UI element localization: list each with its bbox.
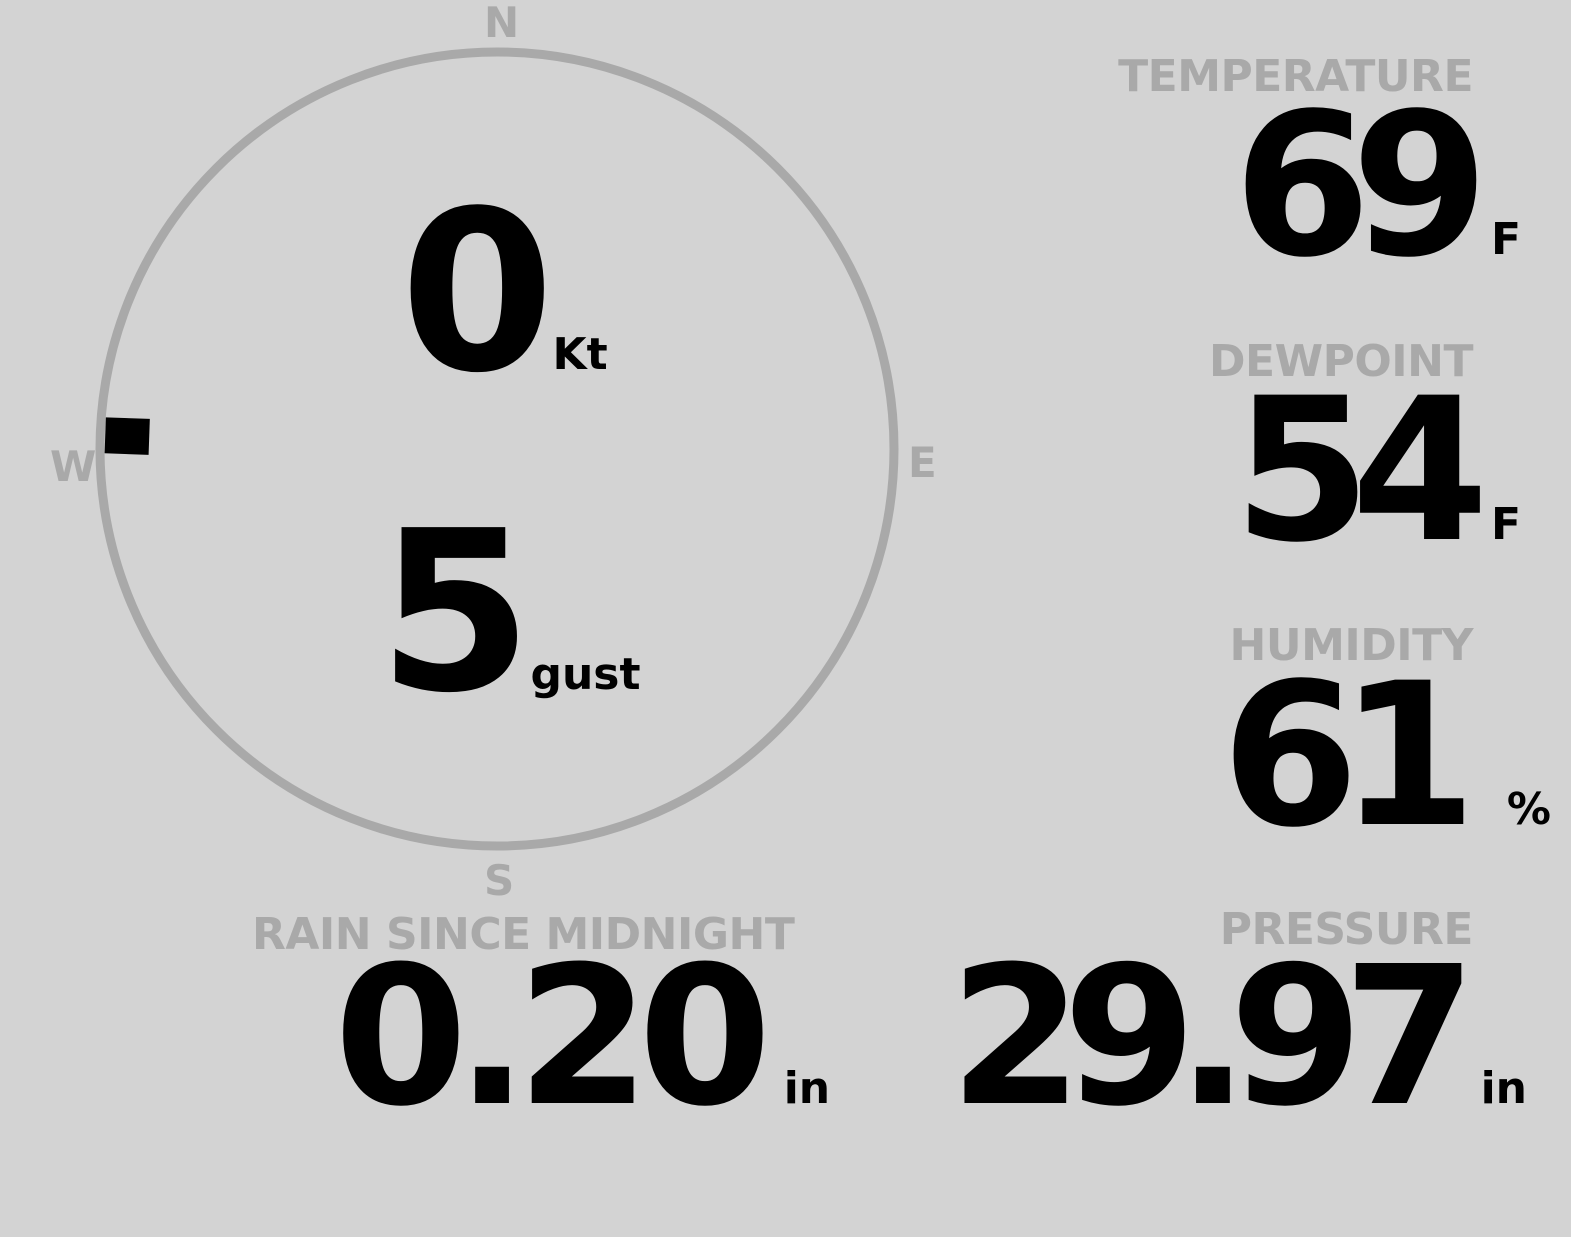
compass-north: N [484, 0, 520, 47]
wind-gust: 5 gust [378, 484, 641, 742]
rain-label: RAIN SINCE MIDNIGHT [252, 909, 795, 960]
wind-direction-marker [104, 417, 150, 455]
temperature-reading: 69 F [1233, 70, 1521, 301]
pressure-reading: 29.97 in [949, 926, 1527, 1149]
compass-east: E [908, 438, 937, 487]
rain-unit: in [783, 1063, 831, 1114]
temperature-unit: F [1490, 214, 1521, 265]
wind-gust-unit: gust [530, 649, 641, 700]
wind-speed: 0 Kt [400, 164, 608, 422]
temperature-label: TEMPERATURE [1118, 51, 1473, 102]
compass-west: W [50, 442, 97, 491]
rain-value: 0.20 [334, 926, 772, 1149]
dewpoint-value: 54 [1233, 355, 1489, 586]
wind-speed-unit: Kt [552, 329, 608, 380]
temperature-value: 69 [1233, 70, 1489, 301]
humidity-value: 61 [1221, 640, 1477, 871]
humidity-label: HUMIDITY [1229, 620, 1474, 671]
dewpoint-unit: F [1490, 499, 1521, 550]
compass-south: S [484, 856, 515, 905]
pressure-label: PRESSURE [1219, 904, 1474, 955]
pressure-value: 29.97 [949, 926, 1476, 1149]
rain-reading: 0.20 in [334, 926, 831, 1149]
dewpoint-label: DEWPOINT [1209, 336, 1473, 387]
wind-speed-value: 0 [400, 164, 554, 422]
wind-gust-value: 5 [378, 484, 532, 742]
humidity-reading: 61 % [1221, 640, 1551, 871]
humidity-unit: % [1506, 784, 1551, 835]
dewpoint-reading: 54 F [1233, 355, 1521, 586]
compass-ring [95, 47, 899, 851]
pressure-unit: in [1480, 1063, 1527, 1114]
